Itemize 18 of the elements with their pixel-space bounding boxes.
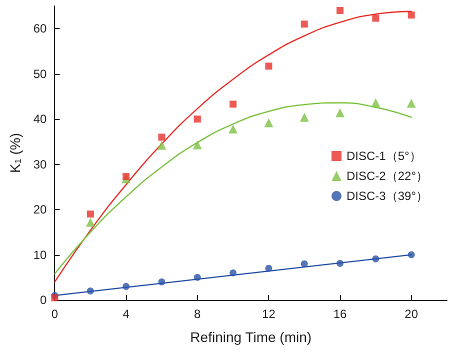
y-tick-label: 40: [33, 112, 48, 126]
y-tick-label: 10: [33, 248, 48, 262]
x-tick-label: 20: [404, 307, 418, 321]
x-tick-label: 0: [51, 307, 58, 321]
y-tick-label: 50: [33, 66, 48, 81]
legend-label: DISC-1（5°）: [346, 149, 422, 163]
x-tick-label: 8: [194, 307, 202, 321]
y-tick-label: 30: [33, 157, 48, 172]
x-tick-label: 12: [262, 307, 276, 321]
legend-label: DISC-2（22°）: [346, 169, 428, 183]
x-tick-label: 4: [122, 307, 130, 321]
x-tick-label: 16: [333, 307, 348, 321]
y-tick-label: 20: [33, 202, 48, 217]
legend-label: DISC-3（39°）: [346, 189, 428, 203]
y-tick-label: 0: [40, 293, 48, 307]
y-axis-title: K1 (%): [7, 132, 23, 174]
x-axis-title: Refining Time (min): [190, 329, 312, 345]
y-tick-label: 60: [33, 22, 48, 36]
